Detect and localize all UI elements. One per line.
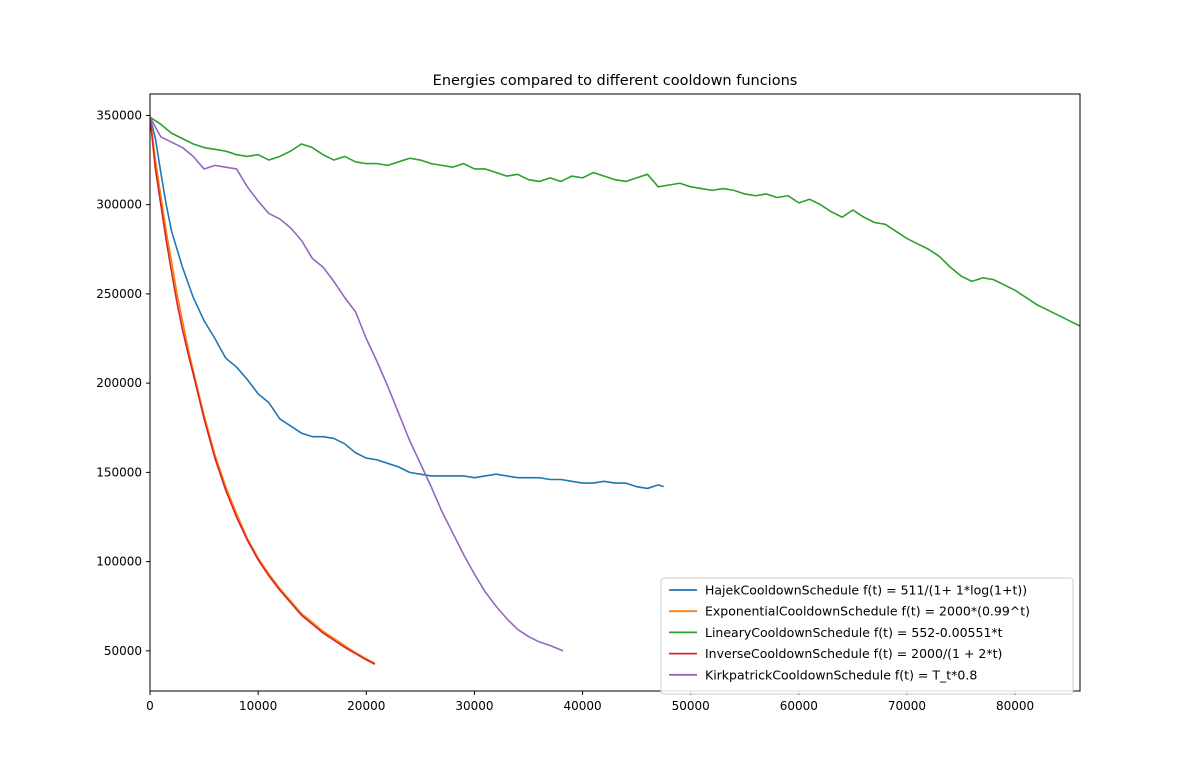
- y-tick-label: 150000: [96, 465, 142, 479]
- legend-label: HajekCooldownSchedule f(t) = 511/(1+ 1*l…: [705, 583, 1027, 598]
- y-tick-label: 50000: [104, 644, 142, 658]
- x-tick-label: 10000: [239, 699, 277, 713]
- x-tick-label: 70000: [888, 699, 926, 713]
- series-line-2: [150, 117, 376, 665]
- y-tick-label: 250000: [96, 287, 142, 301]
- legend: HajekCooldownSchedule f(t) = 511/(1+ 1*l…: [660, 577, 1074, 695]
- y-tick-label: 300000: [96, 198, 142, 212]
- series-line-4: [150, 117, 376, 665]
- y-tick-label: 200000: [96, 376, 142, 390]
- y-tick-label: 100000: [96, 555, 142, 569]
- x-tick-label: 30000: [455, 699, 493, 713]
- legend-label: LinearyCooldownSchedule f(t) = 552-0.005…: [705, 625, 1003, 640]
- x-tick-label: 80000: [996, 699, 1034, 713]
- y-axis: 50000 100000 150000 200000 250000 300000 35000…: [96, 108, 150, 658]
- chart-title: Energies compared to different cooldown …: [433, 73, 798, 89]
- x-tick-label: 50000: [672, 699, 710, 713]
- legend-label: ExponentialCooldownSchedule f(t) = 2000*…: [705, 604, 1030, 619]
- x-tick-label: 20000: [347, 699, 385, 713]
- series-line-5: [150, 116, 564, 652]
- x-tick-label: 0: [146, 699, 154, 713]
- plot-area: [149, 93, 1081, 692]
- plot-frame: [149, 93, 1081, 692]
- series-line-1: [150, 117, 664, 490]
- legend-label: InverseCooldownSchedule f(t) = 2000/(1 +…: [705, 646, 1002, 661]
- x-tick-label: 40000: [563, 699, 601, 713]
- legend-label: KirkpatrickCooldownSchedule f(t) = T_t*0…: [705, 667, 977, 682]
- series-layer: [150, 116, 1080, 665]
- x-axis: 0 10000 20000 30000 40000 50000 60000 70000 8000…: [146, 691, 1034, 713]
- legend-box: [660, 577, 1074, 695]
- x-tick-label: 60000: [780, 699, 818, 713]
- series-line-3: [150, 116, 1080, 327]
- y-tick-label: 350000: [96, 108, 142, 122]
